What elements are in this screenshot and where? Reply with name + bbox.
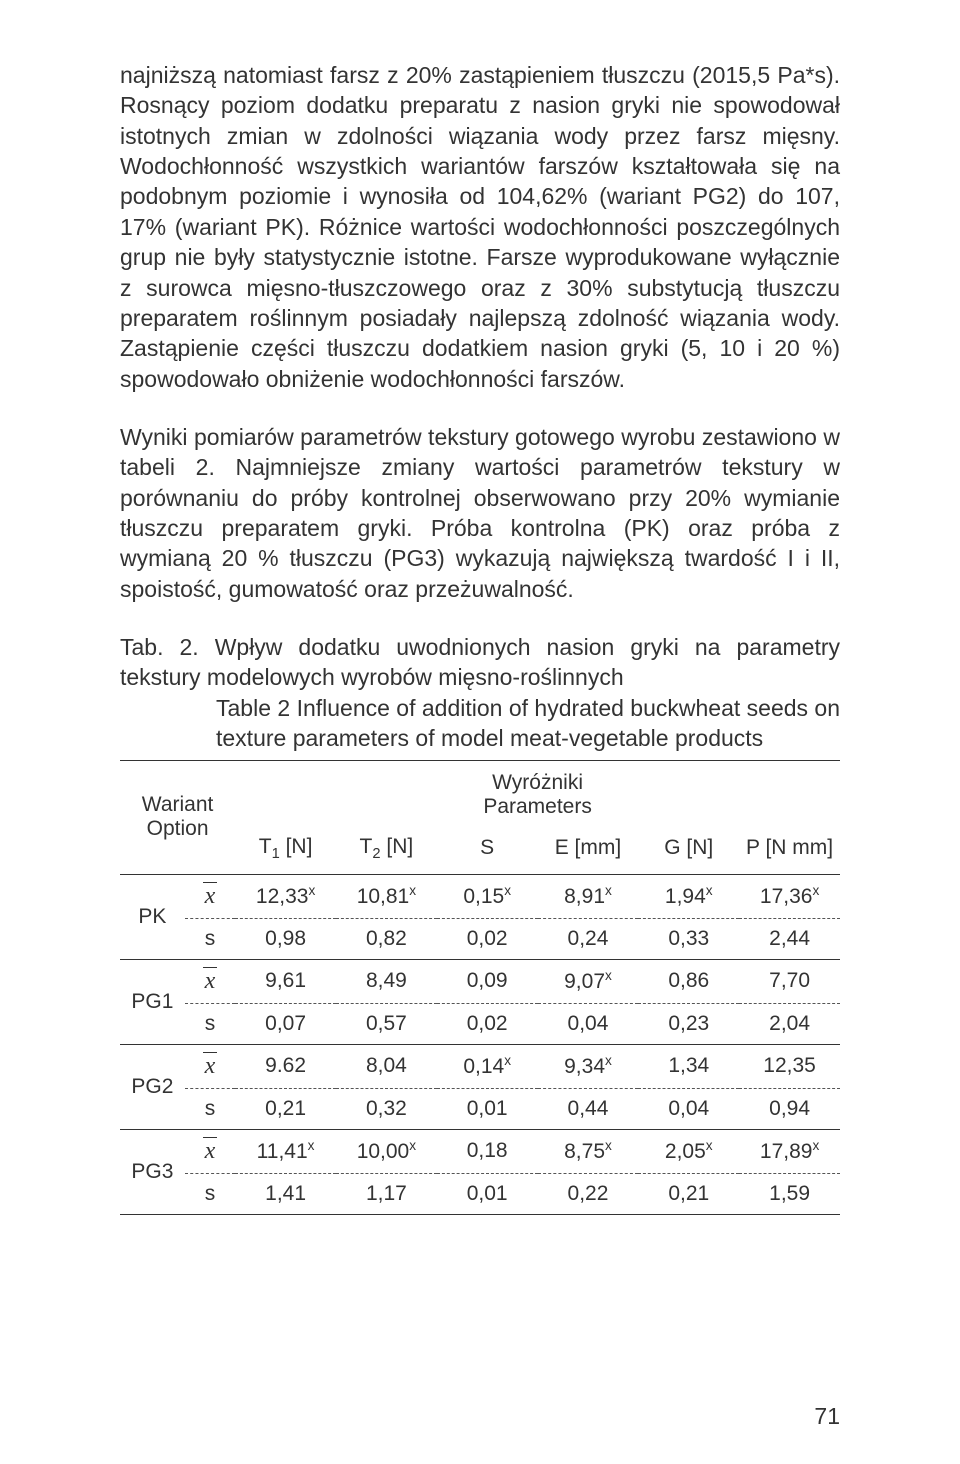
table-cell: 9.62 [235,1044,336,1088]
option-label-pl: Wariant [142,793,214,816]
table-label-en: Table 2 [216,695,290,721]
table-label-pl: Tab. 2. [120,634,199,660]
table-caption: Tab. 2. Wpływ dodatku uwodnionych nasion… [120,632,840,753]
params-label-en: Parameters [483,795,592,818]
table-cell: 12,35 [739,1044,840,1088]
table-row: s0,070,570,020,040,232,04 [120,1003,840,1044]
table-cell: 1,94x [638,874,739,918]
texture-parameters-table: Wariant Option Wyróżniki Parameters T1 [… [120,760,840,1215]
table-cell: 10,00x [336,1129,437,1173]
col-header: T2 [N] [336,829,437,875]
col-header: G [N] [638,829,739,875]
option-name: PK [120,874,185,959]
stat-symbol-sd: s [185,918,235,959]
stat-symbol-mean: x [185,1044,235,1088]
table-cell: 0,94 [739,1088,840,1129]
table-cell: 11,41x [235,1129,336,1173]
table-cell: 1,34 [638,1044,739,1088]
table-cell: 0,98 [235,918,336,959]
paragraph-1: najniższą natomiast farsz z 20% zastąpie… [120,60,840,394]
table-row: PG3x11,41x10,00x0,188,75x2,05x17,89x [120,1129,840,1173]
table-cell: 9,61 [235,959,336,1003]
table-cell: 8,04 [336,1044,437,1088]
table-cell: 0,18 [437,1129,538,1173]
table-cell: 0,44 [538,1088,639,1129]
col-header: E [mm] [538,829,639,875]
table-row: s0,210,320,010,440,040,94 [120,1088,840,1129]
table-cell: 0,07 [235,1003,336,1044]
table-cell: 17,89x [739,1129,840,1173]
table-cell: 0,04 [538,1003,639,1044]
col-header-option: Wariant Option [120,760,235,874]
table-cell: 9,34x [538,1044,639,1088]
table-title-en: Influence of addition of hydrated buckwh… [216,695,840,751]
table-cell: 0,57 [336,1003,437,1044]
table-cell: 10,81x [336,874,437,918]
table-cell: 1,59 [739,1173,840,1214]
table-cell: 0,21 [638,1173,739,1214]
table-cell: 0,01 [437,1173,538,1214]
stat-symbol-mean: x [185,1129,235,1173]
table-cell: 0,23 [638,1003,739,1044]
table-cell: 0,02 [437,918,538,959]
table-cell: 0,82 [336,918,437,959]
table-title-pl: Wpływ dodatku uwodnionych nasion gryki n… [120,634,840,690]
table-cell: 2,04 [739,1003,840,1044]
table-cell: 8,75x [538,1129,639,1173]
table-cell: 0,15x [437,874,538,918]
col-header: S [437,829,538,875]
stat-symbol-sd: s [185,1003,235,1044]
option-name: PG3 [120,1129,185,1214]
option-name: PG2 [120,1044,185,1129]
table-cell: 12,33x [235,874,336,918]
table-cell: 0,33 [638,918,739,959]
table-cell: 0,22 [538,1173,639,1214]
table-cell: 0,09 [437,959,538,1003]
page-number: 71 [814,1403,840,1430]
table-cell: 0,21 [235,1088,336,1129]
table-cell: 8,49 [336,959,437,1003]
table-cell: 17,36x [739,874,840,918]
option-label-en: Option [147,817,209,840]
stat-symbol-mean: x [185,959,235,1003]
table-row: s0,980,820,020,240,332,44 [120,918,840,959]
option-name: PG1 [120,959,185,1044]
col-header: T1 [N] [235,829,336,875]
stat-symbol-sd: s [185,1088,235,1129]
table-cell: 8,91x [538,874,639,918]
table-row: PKx12,33x10,81x0,15x8,91x1,94x17,36x [120,874,840,918]
table-cell: 9,07x [538,959,639,1003]
table-row: s1,411,170,010,220,211,59 [120,1173,840,1214]
paragraph-2: Wyniki pomiarów parametrów tekstury goto… [120,422,840,604]
col-header-parameters: Wyróżniki Parameters [235,760,840,829]
table-cell: 0,02 [437,1003,538,1044]
table-cell: 0,14x [437,1044,538,1088]
stat-symbol-sd: s [185,1173,235,1214]
col-header: P [N mm] [739,829,840,875]
table-cell: 0,32 [336,1088,437,1129]
table-row: PG1x9,618,490,099,07x0,867,70 [120,959,840,1003]
table-cell: 7,70 [739,959,840,1003]
stat-symbol-mean: x [185,874,235,918]
table-cell: 0,01 [437,1088,538,1129]
table-cell: 0,86 [638,959,739,1003]
table-row: PG2x9.628,040,14x9,34x1,3412,35 [120,1044,840,1088]
table-cell: 2,05x [638,1129,739,1173]
table-cell: 0,04 [638,1088,739,1129]
table-cell: 0,24 [538,918,639,959]
table-cell: 1,41 [235,1173,336,1214]
table-cell: 2,44 [739,918,840,959]
table-cell: 1,17 [336,1173,437,1214]
params-label-pl: Wyróżniki [492,771,583,794]
